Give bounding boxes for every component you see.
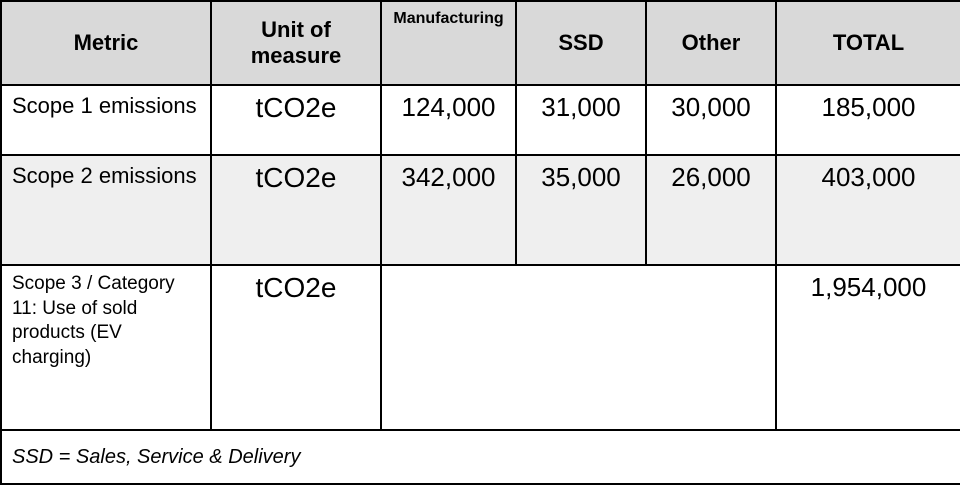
col-manufacturing: Manufacturing [381, 1, 516, 85]
value-cell: 342,000 [381, 155, 516, 265]
value-cell: 124,000 [381, 85, 516, 155]
col-unit: Unit of measure [211, 1, 381, 85]
table-row: Scope 3 / Category 11: Use of sold produ… [1, 265, 960, 430]
metric-cell: Scope 3 / Category 11: Use of sold produ… [1, 265, 211, 430]
footnote-cell: SSD = Sales, Service & Delivery [1, 430, 960, 484]
unit-cell: tCO2e [211, 85, 381, 155]
value-cell: 30,000 [646, 85, 776, 155]
col-total: TOTAL [776, 1, 960, 85]
table-header-row: Metric Unit of measure Manufacturing SSD… [1, 1, 960, 85]
total-cell: 403,000 [776, 155, 960, 265]
blank-merged-cell [381, 265, 776, 430]
metric-cell: Scope 2 emissions [1, 155, 211, 265]
value-cell: 31,000 [516, 85, 646, 155]
metric-cell: Scope 1 emissions [1, 85, 211, 155]
table-row: Scope 2 emissions tCO2e 342,000 35,000 2… [1, 155, 960, 265]
unit-cell: tCO2e [211, 155, 381, 265]
emissions-table: Metric Unit of measure Manufacturing SSD… [0, 0, 960, 485]
value-cell: 26,000 [646, 155, 776, 265]
total-cell: 1,954,000 [776, 265, 960, 430]
footnote-row: SSD = Sales, Service & Delivery [1, 430, 960, 484]
col-other: Other [646, 1, 776, 85]
table-row: Scope 1 emissions tCO2e 124,000 31,000 3… [1, 85, 960, 155]
col-metric: Metric [1, 1, 211, 85]
total-cell: 185,000 [776, 85, 960, 155]
value-cell: 35,000 [516, 155, 646, 265]
unit-cell: tCO2e [211, 265, 381, 430]
col-ssd: SSD [516, 1, 646, 85]
